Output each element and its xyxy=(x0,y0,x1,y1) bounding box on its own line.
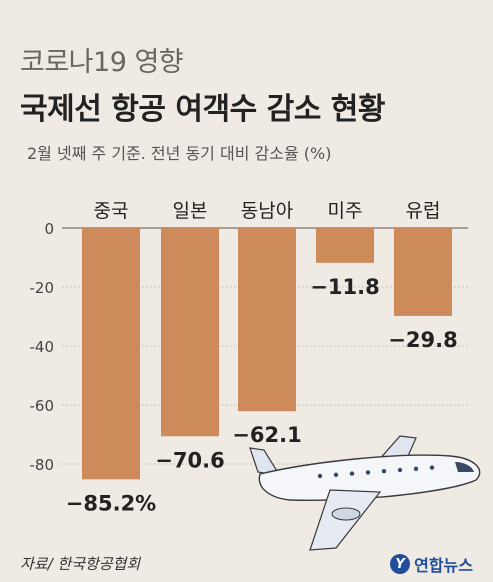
chart-note: 2월 넷째 주 기준. 전년 동기 대비 감소율 (%) xyxy=(27,144,332,163)
category-label: 유럽 xyxy=(406,200,441,222)
airplane-icon xyxy=(249,435,481,551)
chart-subtitle: 코로나19 영향 xyxy=(20,47,184,78)
yonhap-logo: Y 연합뉴스 xyxy=(390,552,473,576)
value-label: −11.8 xyxy=(310,275,379,299)
bar xyxy=(161,228,219,437)
bar xyxy=(394,228,452,316)
category-label: 동남아 xyxy=(241,200,293,222)
y-tick-label: -20 xyxy=(30,279,55,297)
y-tick-label: -60 xyxy=(30,397,55,415)
bar xyxy=(82,228,140,480)
value-label: −62.1 xyxy=(232,423,301,447)
y-tick-label: 0 xyxy=(44,220,54,238)
category-label: 중국 xyxy=(94,200,129,222)
chart-title: 국제선 항공 여객수 감소 현황 xyxy=(20,92,385,127)
source-credit: 자료/ 한국항공협회 xyxy=(20,555,141,573)
yonhap-logo-icon: Y xyxy=(390,554,411,574)
y-tick-label: -40 xyxy=(30,338,55,356)
value-label: −70.6 xyxy=(155,448,224,472)
yonhap-logo-text: 연합뉴스 xyxy=(414,556,473,575)
value-label: −29.8 xyxy=(388,328,457,352)
bar xyxy=(238,228,296,412)
bar xyxy=(316,228,374,263)
category-label: 일본 xyxy=(173,200,208,222)
category-label: 미주 xyxy=(328,200,363,222)
value-label: −85.2% xyxy=(66,491,156,515)
y-tick-label: -80 xyxy=(30,456,55,474)
